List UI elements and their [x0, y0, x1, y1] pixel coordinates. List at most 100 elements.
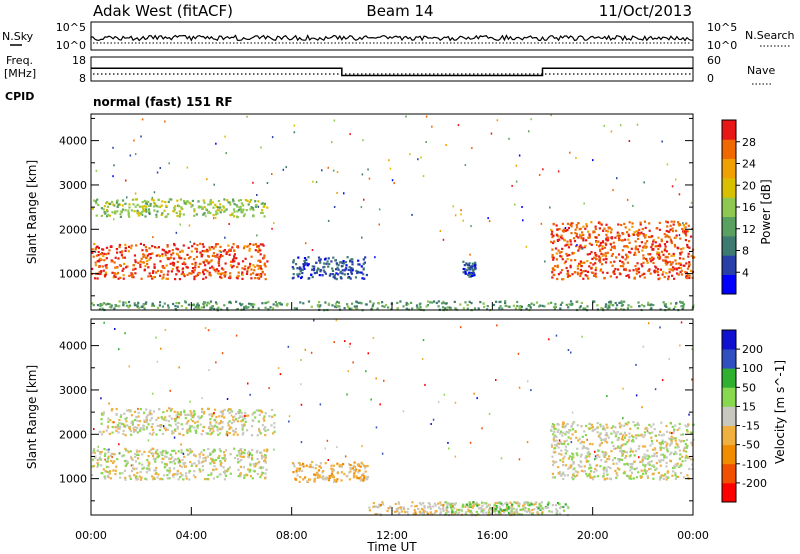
echo-cell	[257, 200, 260, 203]
echo-cell	[322, 478, 325, 481]
echo-cell	[105, 465, 108, 468]
echo-cell	[112, 469, 115, 472]
velocity-echoes	[91, 319, 695, 517]
echo-cell	[527, 508, 530, 511]
echo-cell	[165, 277, 168, 280]
echo-cell	[146, 262, 149, 265]
echo-cell	[196, 273, 199, 276]
echo-cell	[561, 471, 565, 474]
echo-cell	[534, 502, 537, 505]
echo-cell	[524, 506, 527, 510]
echo-cell	[142, 253, 145, 256]
echo-cell	[550, 228, 553, 232]
echo-cell	[358, 271, 361, 274]
echo-cell	[684, 459, 687, 462]
echo-cell	[189, 451, 192, 454]
echo-cell	[661, 442, 664, 445]
echo-speck	[405, 115, 407, 118]
echo-cell	[136, 431, 139, 434]
echo-cell	[577, 236, 580, 239]
echo-speck	[594, 455, 597, 458]
echo-cell	[170, 417, 173, 420]
echo-cell	[220, 272, 223, 275]
echo-cell	[208, 452, 212, 455]
echo-speck	[622, 417, 624, 420]
echo-cell	[561, 237, 564, 240]
echo-cell	[110, 452, 113, 455]
echo-cell	[330, 260, 333, 263]
echo-cell	[541, 304, 544, 307]
echo-cell	[533, 508, 536, 511]
echo-cell	[144, 208, 148, 211]
echo-speck	[188, 224, 191, 227]
echo-cell	[168, 469, 172, 472]
echo-cell	[168, 415, 171, 418]
echo-cell	[189, 202, 192, 205]
echo-cell	[199, 423, 202, 426]
echo-cell	[685, 230, 688, 233]
echo-speck	[496, 119, 499, 122]
echo-cell	[557, 235, 560, 238]
echo-cell	[681, 301, 684, 305]
echo-cell	[659, 442, 662, 445]
echo-cell	[296, 267, 299, 270]
echo-cell	[666, 448, 669, 451]
echo-cell	[237, 450, 240, 453]
echo-cell	[134, 267, 137, 270]
echo-cell	[305, 258, 308, 261]
echo-speck	[126, 196, 128, 199]
echo-cell	[628, 436, 631, 439]
echo-speck	[643, 181, 645, 184]
echo-cell	[263, 415, 266, 418]
colorbar-segment	[722, 482, 736, 503]
echo-cell	[325, 476, 328, 479]
echo-cell	[123, 256, 126, 259]
echo-cell	[96, 462, 99, 465]
echo-cell	[236, 277, 239, 280]
echo-cell	[366, 464, 369, 468]
echo-speck	[422, 175, 425, 178]
echo-speck	[189, 400, 191, 403]
echo-cell	[494, 513, 497, 516]
echo-cell	[256, 449, 259, 453]
echo-cell	[553, 424, 556, 427]
echo-cell	[615, 472, 618, 475]
echo-cell	[593, 230, 596, 233]
echo-cell	[166, 256, 169, 260]
echo-cell	[216, 426, 219, 429]
echo-cell	[673, 277, 676, 280]
echo-cell	[193, 210, 196, 213]
echo-cell	[605, 243, 608, 246]
echo-cell	[332, 273, 335, 276]
echo-cell	[198, 456, 201, 459]
echo-speck	[600, 439, 602, 442]
echo-cell	[96, 465, 99, 468]
echo-cell	[127, 305, 130, 309]
echo-cell	[429, 511, 432, 514]
echo-cell	[291, 266, 294, 269]
echo-cell	[317, 305, 320, 308]
echo-cell	[617, 253, 621, 256]
echo-cell	[303, 267, 306, 270]
echo-cell	[309, 463, 312, 466]
echo-cell	[149, 202, 152, 206]
echo-cell	[610, 236, 613, 239]
echo-cell	[132, 203, 135, 206]
echo-cell	[447, 502, 450, 505]
echo-cell	[419, 512, 422, 515]
echo-cell	[98, 272, 102, 276]
echo-cell	[239, 449, 242, 452]
echo-cell	[653, 455, 656, 458]
echo-cell	[253, 303, 256, 306]
echo-cell	[254, 277, 257, 280]
echo-speck	[140, 135, 142, 138]
echo-cell	[349, 260, 352, 263]
echo-cell	[426, 304, 429, 307]
echo-cell	[583, 261, 586, 264]
echo-cell	[314, 474, 317, 477]
echo-cell	[143, 420, 146, 423]
echo-cell	[125, 459, 128, 462]
echo-cell	[131, 424, 134, 427]
echo-cell	[621, 249, 624, 252]
